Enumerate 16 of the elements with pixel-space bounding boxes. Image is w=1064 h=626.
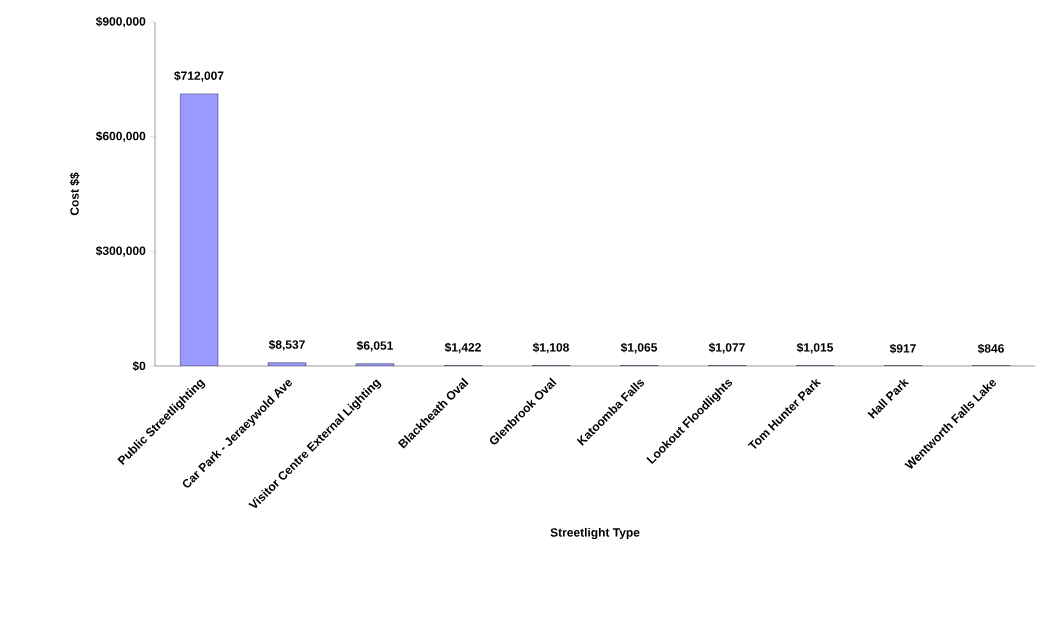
data-label: $1,077	[708, 342, 745, 354]
data-label: $1,108	[532, 342, 569, 354]
data-label: $1,065	[620, 342, 658, 354]
data-label: $846	[977, 343, 1004, 354]
y-tick-label: $300,000	[95, 245, 146, 257]
y-tick-label: $900,000	[95, 16, 146, 28]
y-tick-label: $600,000	[95, 131, 146, 143]
data-label: $1,015	[796, 342, 834, 354]
y-axis-title: Cost $$	[69, 172, 80, 216]
data-label: $712,007	[174, 70, 224, 82]
data-label: $1,422	[444, 342, 481, 354]
data-label: $6,051	[356, 340, 394, 352]
data-label: $8,537	[268, 339, 305, 351]
x-axis-title: Streetlight Type	[550, 527, 640, 540]
y-tick-label: $0	[132, 361, 146, 371]
data-label: $917	[889, 343, 916, 354]
